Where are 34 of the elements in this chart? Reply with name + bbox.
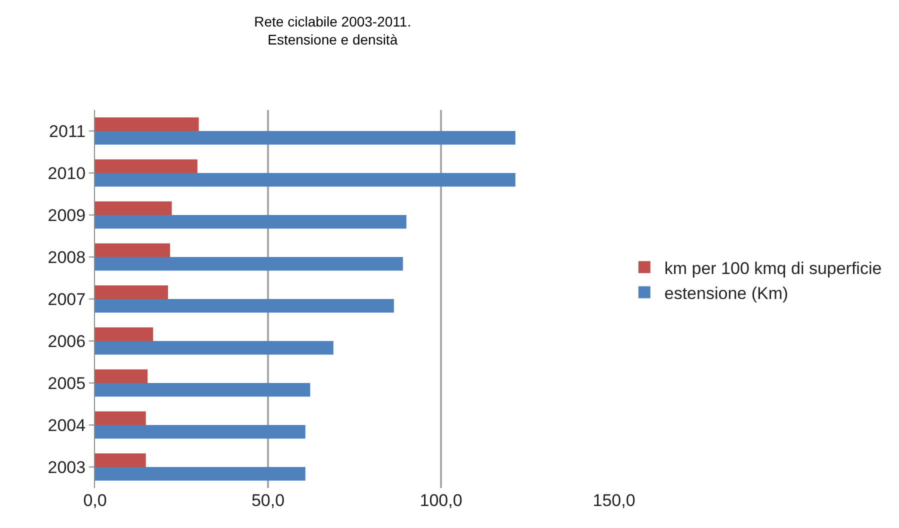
bar [95, 117, 199, 131]
legend-label: estensione (Km) [664, 284, 788, 303]
bar [95, 341, 334, 355]
bar [95, 285, 168, 299]
bar [95, 327, 154, 341]
bar [95, 243, 170, 257]
chart-title: Rete ciclabile 2003-2011. Estensione e densità [254, 13, 412, 48]
bar [95, 131, 516, 145]
bar [95, 257, 403, 271]
y-tick-label: 2006 [48, 332, 86, 351]
y-tick-label: 2005 [48, 374, 86, 393]
bar [95, 215, 406, 229]
x-tick-label: 50,0 [251, 491, 285, 510]
bar [95, 453, 146, 467]
x-tick-label: 100,0 [420, 491, 462, 510]
bar [95, 369, 148, 383]
bar [95, 411, 146, 425]
y-tick-label: 2009 [48, 206, 86, 225]
y-tick-label: 2011 [49, 122, 86, 141]
bar [95, 173, 516, 187]
bar [95, 383, 310, 397]
y-tick-label: 2004 [48, 416, 86, 435]
y-tick-label: 2003 [48, 458, 86, 477]
legend-label: km per 100 kmq di superficie [664, 258, 882, 278]
bar [95, 159, 198, 173]
y-tick-label: 2010 [48, 164, 86, 183]
bar [95, 299, 394, 313]
y-tick-label: 2008 [48, 248, 86, 267]
bar [95, 201, 172, 215]
bar [95, 425, 306, 439]
bar [95, 467, 306, 481]
y-tick-label: 2007 [48, 290, 86, 309]
x-tick-label: 150,0 [592, 491, 636, 510]
x-tick-label: 0,0 [83, 491, 107, 510]
